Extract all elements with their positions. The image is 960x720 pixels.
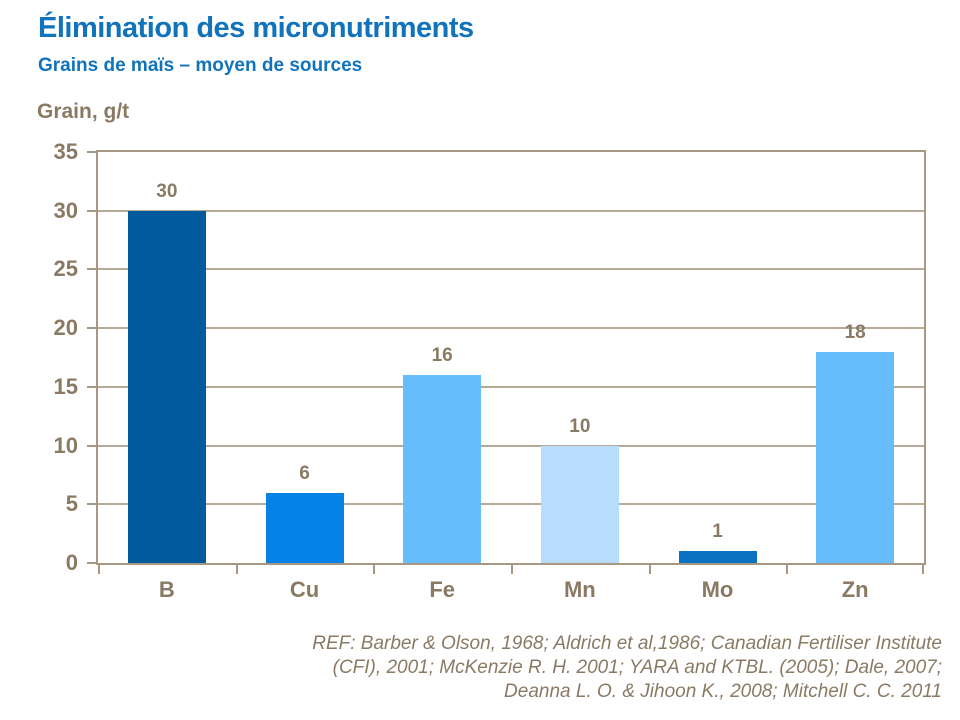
y-tick-label: 15 [53,373,78,399]
bar-value-label: 18 [844,321,866,343]
y-tick-label: 10 [53,432,78,458]
reference-line: (CFI), 2001; McKenzie R. H. 2001; YARA a… [332,657,942,678]
x-axis-tick [922,565,924,574]
gridline [98,209,924,212]
bar-value-label: 6 [299,462,310,484]
bar [540,445,619,563]
x-axis-tick [373,565,376,574]
reference-line: Deanna L. O. & Jihoon K., 2008; Mitchell… [504,681,942,702]
gridline [98,503,924,506]
page-title: Élimination des micronutriments [38,12,474,44]
reference-text: REF: Barber & Olson, 1968; Aldrich et al… [312,632,942,704]
y-tick-label: 25 [53,256,78,282]
y-axis-tick [87,327,96,330]
x-axis-tick [786,565,789,574]
y-axis-tick [87,385,96,388]
gridline [98,444,924,447]
y-axis-tick [87,151,96,153]
gridline [98,268,924,271]
x-category-label: Mn [563,577,596,602]
gridline [98,385,924,388]
y-axis-tick [87,268,96,271]
x-category-label: Cu [289,577,320,602]
bar [678,551,757,563]
bar [816,351,895,563]
y-axis-tick [87,503,96,506]
x-category-label: Zn [841,577,869,602]
bar [265,492,344,563]
y-tick-label: 20 [53,315,78,341]
bar-value-label: 16 [431,345,453,367]
y-axis-tick [87,444,96,447]
y-tick-label: 30 [53,197,78,223]
x-category-label: Mo [701,577,734,602]
gridline [98,327,924,330]
x-category-label: Fe [429,577,455,602]
y-tick-label: 35 [53,139,78,164]
y-tick-label: 5 [65,491,78,517]
page-subtitle: Grains de maïs – moyen de sources [38,55,363,76]
y-tick-label: 0 [65,550,78,575]
x-axis-tick [98,565,100,574]
bar [403,375,482,563]
y-axis-title: Grain, g/t [37,100,130,123]
y-axis-tick [87,209,96,212]
x-axis-tick [235,565,238,574]
x-category-label: B [158,577,175,602]
y-axis-tick [87,562,96,564]
x-axis-tick [648,565,651,574]
bar [127,210,206,563]
bar-value-label: 10 [569,415,591,437]
bar-value-label: 1 [712,521,723,543]
plot-area: 0 5 10 15 20 25 30 35 30 B 6 Cu 16 Fe 10 Mn 1 Mo 18 Zn [54,141,926,602]
reference-line: REF: Barber & Olson, 1968; Aldrich et al… [312,633,942,654]
x-axis-tick [511,565,513,574]
bar-value-label: 30 [156,180,178,202]
